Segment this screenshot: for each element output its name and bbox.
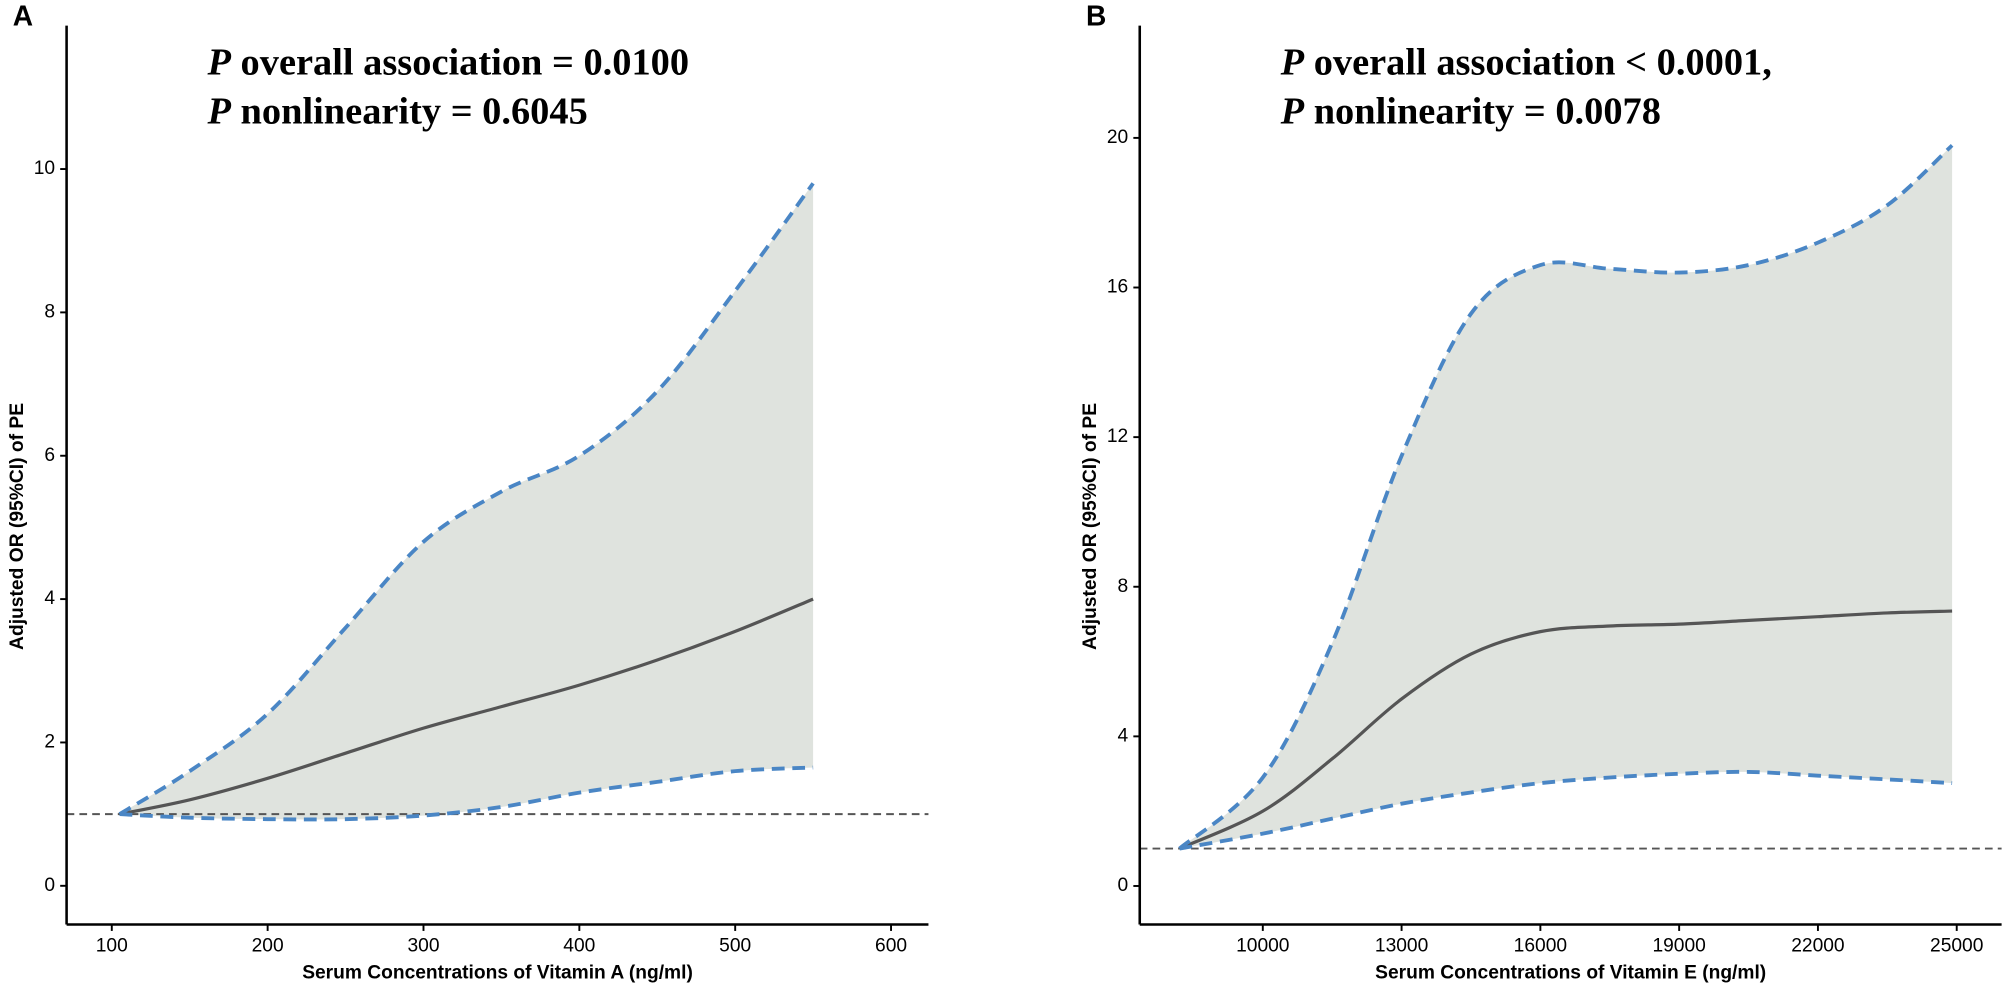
y-tick-label: 10 (34, 158, 55, 179)
ci-line (1179, 769, 1953, 851)
x-tick-label: 500 (719, 935, 751, 956)
y-tick-label: 2 (44, 732, 55, 753)
ci-band (1179, 145, 1953, 849)
title-text: overall association = 0.0100 (241, 41, 690, 83)
title-p: P (1280, 41, 1305, 83)
y-tick-label: 20 (1107, 127, 1128, 148)
y-tick-label: 4 (1118, 725, 1129, 746)
panel-label: A (13, 0, 33, 31)
x-tick-label: 200 (252, 935, 284, 956)
title-p: P (206, 90, 231, 132)
y-axis-label: Adjusted OR (95%CI) of PE (1080, 403, 1101, 650)
x-tick-label: 600 (875, 935, 907, 956)
title-text: nonlinearity = 0.6045 (241, 90, 588, 132)
ci-band (119, 183, 814, 820)
chart-title: P overall association < 0.0001, (1280, 41, 1772, 83)
chart-title: P overall association = 0.0100 (206, 41, 689, 83)
y-tick-label: 8 (44, 301, 55, 322)
panel-label: B (1086, 0, 1106, 31)
x-axis-label: Serum Concentrations of Vitamin E (ng/ml… (1375, 962, 1766, 983)
y-axis-label: Adjusted OR (95%CI) of PE (7, 403, 28, 650)
y-tick-label: 0 (1118, 875, 1129, 896)
estimate-line (1178, 609, 1953, 851)
x-tick-label: 16000 (1514, 935, 1567, 956)
title-p: P (1280, 90, 1305, 132)
estimate-line (119, 597, 814, 816)
x-tick-label: 19000 (1652, 935, 1705, 956)
y-tick-label: 0 (44, 875, 55, 896)
chart-title: P nonlinearity = 0.0078 (1280, 90, 1661, 132)
chart-title: P nonlinearity = 0.6045 (206, 90, 587, 132)
y-tick-label: 6 (44, 445, 55, 466)
x-tick-label: 100 (96, 935, 128, 956)
y-tick-label: 12 (1107, 426, 1128, 447)
x-tick-label: 10000 (1236, 935, 1289, 956)
ci-line (1178, 143, 1954, 851)
y-tick-label: 16 (1107, 277, 1128, 298)
ci-line (118, 182, 815, 816)
x-tick-label: 400 (563, 935, 595, 956)
x-axis-label: Serum Concentrations of Vitamin A (ng/ml… (302, 962, 693, 983)
y-tick-label: 8 (1118, 576, 1129, 597)
y-tick-label: 4 (44, 588, 55, 609)
x-tick-label: 25000 (1930, 935, 1983, 956)
x-tick-label: 300 (407, 935, 439, 956)
title-p: P (206, 41, 231, 83)
x-tick-label: 22000 (1791, 935, 1844, 956)
title-text: nonlinearity = 0.0078 (1314, 90, 1661, 132)
title-text: overall association < 0.0001, (1314, 41, 1772, 83)
ci-line (119, 765, 814, 822)
x-tick-label: 13000 (1375, 935, 1428, 956)
